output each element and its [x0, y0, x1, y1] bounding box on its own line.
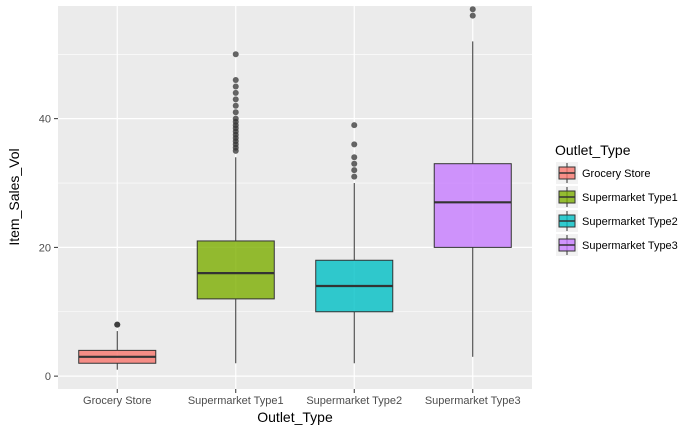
outlier-point: [232, 102, 239, 109]
outlier-point: [232, 115, 239, 122]
legend-item: Supermarket Type2: [556, 210, 678, 232]
x-axis-title: Outlet_Type: [257, 409, 333, 425]
axis-layer: 0 20 40 Grocery Store Supermarket Type1 Super…: [39, 114, 521, 407]
outlier-point: [351, 122, 358, 129]
box-body: [196, 240, 275, 300]
outlier-point: [351, 167, 358, 174]
outlier-point: [232, 89, 239, 96]
outlier-point: [114, 321, 121, 328]
outlier-point: [232, 77, 239, 84]
box-group: [196, 51, 275, 364]
y-tick-label: 20: [39, 242, 51, 254]
legend: Outlet_Type Grocery Store Supermarket Typ…: [555, 142, 678, 256]
x-tick-label: Supermarket Type2: [306, 395, 402, 407]
legend-label: Grocery Store: [582, 168, 650, 180]
x-tick-label: Supermarket Type3: [425, 395, 521, 407]
legend-item: Supermarket Type3: [556, 234, 678, 256]
outlier-point: [232, 51, 239, 58]
legend-title: Outlet_Type: [555, 142, 631, 158]
box-body: [433, 163, 512, 248]
legend-item: Supermarket Type1: [556, 186, 678, 208]
outlier-point: [351, 173, 358, 180]
legend-item: Grocery Store: [556, 162, 650, 184]
box-layer: [78, 6, 512, 370]
outlier-point: [469, 6, 476, 13]
x-tick-label: Grocery Store: [83, 395, 151, 407]
outlier-point: [351, 160, 358, 167]
y-axis-title: Item_Sales_Vol: [6, 148, 22, 245]
x-tick-label: Supermarket Type1: [188, 395, 284, 407]
y-tick-label: 0: [45, 371, 51, 383]
outlier-point: [469, 12, 476, 19]
legend-label: Supermarket Type3: [582, 240, 678, 252]
box-group: [78, 321, 157, 370]
outlier-point: [232, 83, 239, 90]
outlier-point: [232, 109, 239, 116]
outlier-point: [351, 141, 358, 148]
box-group: [433, 6, 512, 357]
box-group: [315, 122, 394, 364]
legend-label: Supermarket Type2: [582, 216, 678, 228]
legend-label: Supermarket Type1: [582, 192, 678, 204]
outlier-point: [351, 154, 358, 161]
outlier-point: [232, 96, 239, 103]
y-tick-label: 40: [39, 114, 51, 126]
